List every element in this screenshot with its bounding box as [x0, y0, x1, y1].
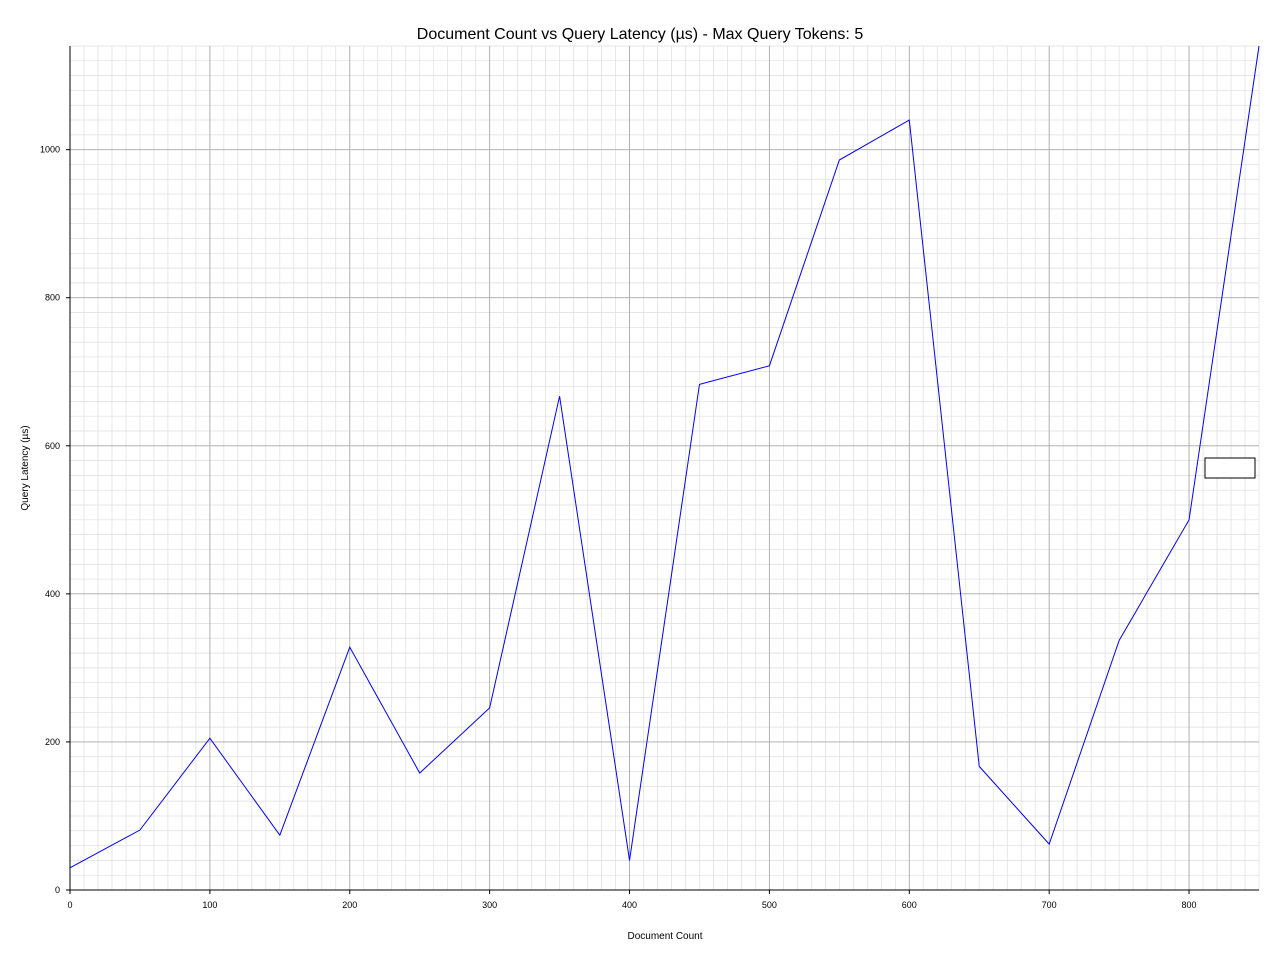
- data-point: [909, 120, 910, 121]
- data-point: [1049, 844, 1050, 845]
- x-tick-label: 300: [482, 900, 497, 910]
- x-tick-label: 800: [1182, 900, 1197, 910]
- data-point: [699, 384, 700, 385]
- x-tick-label: 500: [762, 900, 777, 910]
- y-tick-label: 400: [45, 589, 60, 599]
- data-point: [1119, 640, 1120, 641]
- chart-title: Document Count vs Query Latency (µs) - M…: [417, 26, 864, 43]
- x-tick-label: 200: [342, 900, 357, 910]
- data-point: [979, 766, 980, 767]
- y-tick-label: 800: [45, 293, 60, 303]
- y-ticks: 0 200 400 600 800 1000: [40, 145, 70, 895]
- data-point: [349, 647, 350, 648]
- x-tick-label: 100: [202, 900, 217, 910]
- x-tick-label: 700: [1042, 900, 1057, 910]
- x-tick-label: 600: [902, 900, 917, 910]
- data-point: [769, 365, 770, 366]
- y-tick-label: 600: [45, 441, 60, 451]
- data-point: [419, 773, 420, 774]
- x-axis-label: Document Count: [627, 931, 702, 942]
- y-axis-label: Query Latency (µs): [20, 425, 31, 510]
- data-point: [1259, 46, 1260, 47]
- data-point: [209, 738, 210, 739]
- data-point: [1189, 519, 1190, 520]
- data-point: [839, 160, 840, 161]
- series-layer: [69, 45, 1260, 869]
- series-line-0: [69, 45, 1260, 869]
- axes: [69, 46, 1259, 891]
- data-point: [279, 835, 280, 836]
- y-tick-label: 0: [55, 885, 60, 895]
- y-tick-label: 200: [45, 737, 60, 747]
- x-tick-label: 0: [67, 900, 72, 910]
- x-ticks: 0 100 200 300 400 500 600 700 800: [67, 890, 1197, 910]
- data-point: [559, 396, 560, 397]
- data-point: [489, 707, 490, 708]
- legend-box: [1204, 457, 1256, 479]
- data-point: [139, 830, 140, 831]
- x-tick-label: 400: [622, 900, 637, 910]
- y-tick-label: 1000: [40, 145, 60, 155]
- data-point: [629, 860, 630, 861]
- minor-grid: [70, 45, 1260, 890]
